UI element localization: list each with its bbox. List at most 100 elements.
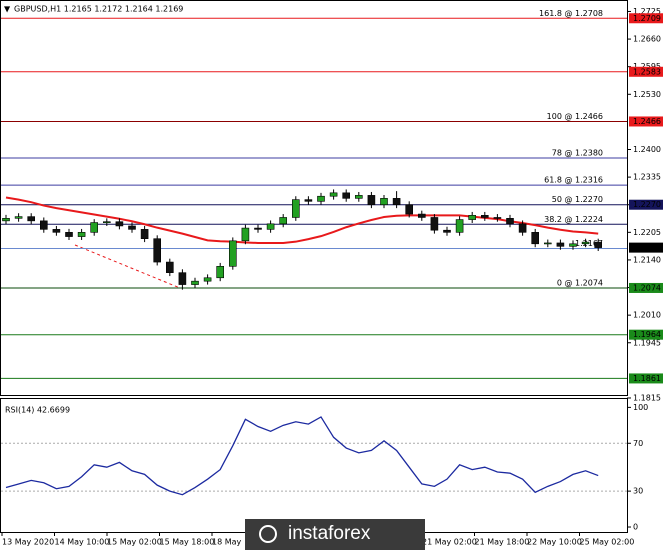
watermark: instaforex <box>288 523 371 544</box>
price-tag-box <box>629 282 663 293</box>
candle-body <box>241 227 250 242</box>
y-tick-label: 1.2530 <box>633 90 661 99</box>
fib-label: 100 @ 1.2466 <box>547 112 603 121</box>
x-tick-label: 22 May 10:00 <box>527 538 582 547</box>
fib-label: 0 @ 1.2074 <box>557 278 603 287</box>
candle-body <box>468 215 477 220</box>
candle-body <box>166 261 174 273</box>
fib-label: 50 @ 1.2270 <box>552 195 603 204</box>
candle-body <box>506 218 514 225</box>
y-tick-label: 1.2595 <box>633 62 661 71</box>
rsi-line <box>5 416 599 496</box>
x-tick-label: 21 May 18:00 <box>475 538 530 547</box>
price-tag: 1.2709 <box>633 14 661 23</box>
fib-label: 38.2 @ 1.2224 <box>544 215 603 224</box>
candle-body <box>266 223 275 230</box>
watermark-logo <box>259 525 277 543</box>
candle-body <box>39 220 48 230</box>
candle-body <box>354 195 363 199</box>
candle-body <box>531 232 540 245</box>
price-tag: 1.2466 <box>633 117 661 126</box>
candle-body <box>140 229 149 239</box>
candle-body <box>14 216 23 219</box>
price-tag: 1.2074 <box>633 283 661 292</box>
candle-body <box>518 223 527 233</box>
candle-body <box>392 198 401 206</box>
candle-body <box>65 232 73 237</box>
fib-label: 161.8 @ 1.2708 <box>539 9 603 18</box>
rsi-tick-label: 0 <box>633 523 638 532</box>
candle-body <box>115 221 124 227</box>
price-tag-box <box>629 329 663 340</box>
candle-body <box>77 232 86 237</box>
y-tick-label: 1.2660 <box>633 35 661 44</box>
candle-body <box>128 225 136 230</box>
candle-body <box>153 238 161 263</box>
rsi-tick-label: 70 <box>633 439 643 448</box>
candle-body <box>543 242 552 245</box>
candle-body <box>367 195 376 206</box>
price-tag-box <box>629 116 663 127</box>
x-tick-label: 13 May 2020 <box>2 538 54 547</box>
fib-label: 61.8 @ 1.2316 <box>544 176 603 185</box>
price-tag-box <box>629 13 663 24</box>
candle-body <box>380 198 388 206</box>
y-tick-label: 1.2010 <box>633 311 661 320</box>
candle-body <box>455 219 464 233</box>
x-tick-label: 25 May 02:00 <box>580 538 635 547</box>
candle-body <box>291 199 300 218</box>
price-tag-box <box>629 199 663 210</box>
candle-body <box>191 280 199 285</box>
candle-body <box>178 272 187 285</box>
x-tick-label: 15 May 02:00 <box>107 538 162 547</box>
y-tick-label: 1.1945 <box>633 338 661 347</box>
price-tag-box <box>629 373 663 384</box>
candle-body <box>430 217 439 231</box>
current-price-tag: 1.2169 <box>633 243 661 252</box>
candle-body <box>254 227 262 230</box>
rsi-tick-label: 30 <box>633 487 643 496</box>
price-tag-box <box>629 66 663 77</box>
candle-body <box>2 218 10 222</box>
y-tick-label: 1.2335 <box>633 173 661 182</box>
symbol-marker: ▼ <box>4 5 11 14</box>
price-tag: 1.1964 <box>633 330 661 339</box>
candle-body <box>556 242 565 247</box>
rsi-title: RSI(14) 42.6699 <box>5 406 70 415</box>
candle-body <box>342 192 351 199</box>
price-tag: 1.2583 <box>633 67 661 76</box>
y-tick-label: 1.2400 <box>633 145 661 154</box>
y-tick-label: 1.2725 <box>633 7 661 16</box>
candle-body <box>581 241 590 245</box>
candle-body <box>329 192 338 197</box>
candle-body <box>569 243 577 247</box>
chart-title: GBPUSD,H1 1.2165 1.2172 1.2164 1.2169 <box>14 5 183 14</box>
candle-body <box>304 199 313 202</box>
y-tick-label: 1.2140 <box>633 255 661 264</box>
candle-body <box>279 217 288 225</box>
x-tick-label: 21 May 02:00 <box>422 538 477 547</box>
candle-body <box>417 213 426 218</box>
candle-body <box>405 204 414 215</box>
candle-body <box>216 266 224 279</box>
candle-body <box>480 215 489 218</box>
candle-body <box>317 195 325 202</box>
x-tick-label: 15 May 18:00 <box>160 538 215 547</box>
price-panel <box>0 0 628 396</box>
price-tag: 1.2270 <box>633 200 661 209</box>
x-tick-label: 14 May 10:00 <box>55 538 110 547</box>
candle-body <box>493 217 502 219</box>
candle-body <box>27 216 36 222</box>
candle-body <box>90 222 98 233</box>
y-tick-label: 1.1815 <box>633 393 661 402</box>
candle-body <box>103 221 111 224</box>
fib-anchor-line <box>74 244 181 289</box>
price-tag: 1.1861 <box>633 374 661 383</box>
y-tick-label: 1.2205 <box>633 228 661 237</box>
moving-average <box>5 196 599 244</box>
candle-body <box>52 229 61 233</box>
rsi-tick-label: 100 <box>633 403 648 412</box>
candle-body <box>229 240 237 267</box>
